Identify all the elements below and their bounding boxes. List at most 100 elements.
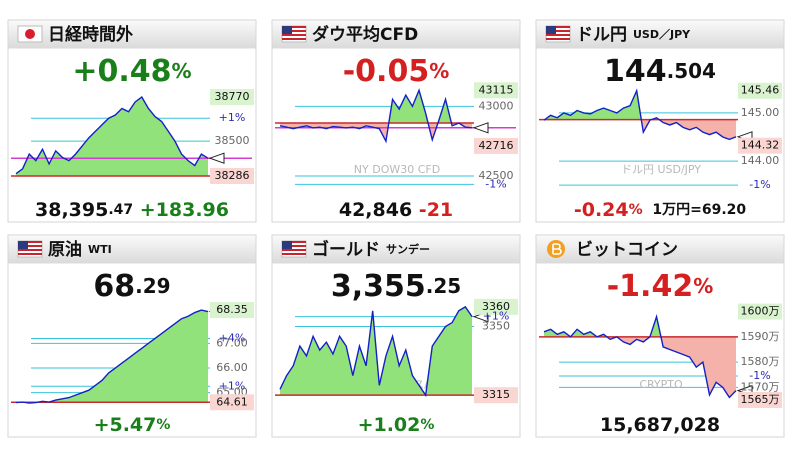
level-label: -1% — [749, 178, 770, 191]
title-bar — [8, 235, 256, 264]
footline-part: 15,687,028 — [600, 414, 720, 436]
title-bar — [536, 235, 784, 264]
subtitle-text: USD／JPY — [633, 28, 691, 41]
headline: 144.504 — [604, 54, 716, 89]
level-label: 1590万 — [741, 330, 780, 343]
flag-stripe — [546, 30, 570, 32]
flag-stripe — [546, 34, 570, 36]
level-label: -1% — [749, 369, 770, 382]
footline-part: 42,846 — [339, 199, 412, 221]
title-bar — [272, 20, 520, 49]
level-label: 67.00 — [216, 336, 248, 349]
footline: -0.24% 1万円=69.20 — [574, 199, 747, 221]
panel-frame — [271, 234, 521, 438]
level-label: 1570万 — [741, 380, 780, 393]
level-label: +1% — [483, 310, 510, 323]
level-label: 43000 — [479, 99, 514, 112]
title-text: ドル円 — [576, 25, 627, 45]
footline-part: 1万円=69.20 — [643, 202, 747, 218]
footline-part: .47 — [108, 202, 133, 218]
level-label: 1580万 — [741, 355, 780, 368]
flag-stripe — [18, 249, 42, 251]
watermark: CRYPTO — [639, 378, 683, 391]
area-below — [544, 119, 736, 140]
flag-icon — [17, 25, 43, 43]
footline-part: +183.96 — [133, 199, 229, 221]
last-arrow — [208, 152, 225, 164]
flag-stripe — [282, 26, 306, 28]
level-label: +4% — [219, 331, 246, 344]
panel-title: ビットコイン — [576, 240, 678, 260]
level-box — [738, 82, 782, 99]
headline-part: .29 — [135, 274, 170, 298]
flag-stripe — [282, 30, 306, 32]
footline-part: +1.02 — [358, 414, 421, 436]
panel: ビットコイン -1.42% CRYPTO 1600万 1590万 1580万-1%1570… — [535, 234, 785, 438]
title-bar — [272, 235, 520, 264]
footline: +5.47% — [94, 414, 171, 436]
footline: 15,687,028 — [600, 414, 720, 436]
headline-part: -0.05 — [343, 54, 429, 89]
level-label: 66.00 — [216, 361, 248, 374]
flag-canton — [282, 26, 292, 34]
flag-stripe — [546, 26, 570, 28]
flag-stripe — [18, 253, 42, 255]
title-text: 日経時間外 — [48, 24, 133, 45]
subtitle-text: サンデー — [386, 242, 430, 256]
level-box — [738, 303, 782, 320]
headline-part: .504 — [667, 59, 716, 83]
panel-title: ダウ平均CFD — [312, 24, 418, 45]
area-above — [16, 97, 208, 176]
level-label: 145.00 — [741, 106, 780, 119]
flag-stripe — [282, 253, 306, 255]
flag-stripe — [282, 249, 306, 251]
level-label: 38286 — [215, 169, 250, 182]
flag-stripe — [18, 241, 42, 243]
price-line — [279, 305, 473, 398]
price-line — [543, 88, 737, 141]
level-label: 38770 — [215, 90, 250, 103]
flag-canton — [18, 241, 28, 249]
panel-title: ゴールド サンデー — [312, 239, 430, 260]
title-text: 原油 — [48, 239, 82, 260]
level-label: 43115 — [479, 83, 514, 96]
flag-sun — [25, 29, 35, 39]
headline-part: -1.42 — [607, 269, 693, 304]
footline-part: 38,395 — [35, 199, 108, 221]
price-line — [15, 96, 209, 175]
footline: 38,395.47 +183.96 — [35, 199, 229, 221]
level-label: 3360 — [482, 300, 510, 313]
level-label: +1% — [219, 111, 246, 124]
footline-part: -0.24 — [574, 199, 629, 221]
footline: 42,846 -21 — [339, 199, 453, 221]
flag-icon — [281, 240, 307, 258]
footline: +1.02% — [358, 414, 435, 436]
title-bar — [536, 20, 784, 49]
panel-title: 日経時間外 — [48, 24, 133, 45]
footline-part: +5.47 — [94, 414, 157, 436]
headline: 68.29 — [93, 269, 170, 304]
level-label: 38500 — [215, 134, 250, 147]
panel-title: 原油 WTI — [48, 239, 112, 260]
level-box — [210, 394, 254, 411]
footline-part: % — [629, 202, 643, 218]
level-box — [210, 167, 254, 184]
level-label: 144.32 — [741, 139, 780, 152]
headline-part: .25 — [426, 274, 461, 298]
level-box — [474, 298, 518, 315]
flag-stripe — [282, 34, 306, 36]
watermark: NY DOW30 CFD — [354, 163, 440, 176]
level-label: 3315 — [482, 388, 510, 401]
headline: 3,355.25 — [331, 269, 461, 304]
level-label: 144.00 — [741, 154, 780, 167]
level-box — [738, 137, 782, 154]
level-label: 42716 — [479, 139, 514, 152]
level-box — [474, 387, 518, 404]
flag-canton — [546, 26, 556, 34]
area-above — [16, 310, 208, 403]
headline-part: 68 — [93, 269, 135, 304]
footline-part: % — [156, 417, 170, 433]
title-bar — [8, 20, 256, 49]
panel-title: ドル円 USD／JPY — [576, 25, 691, 45]
headline-part: % — [429, 59, 449, 83]
